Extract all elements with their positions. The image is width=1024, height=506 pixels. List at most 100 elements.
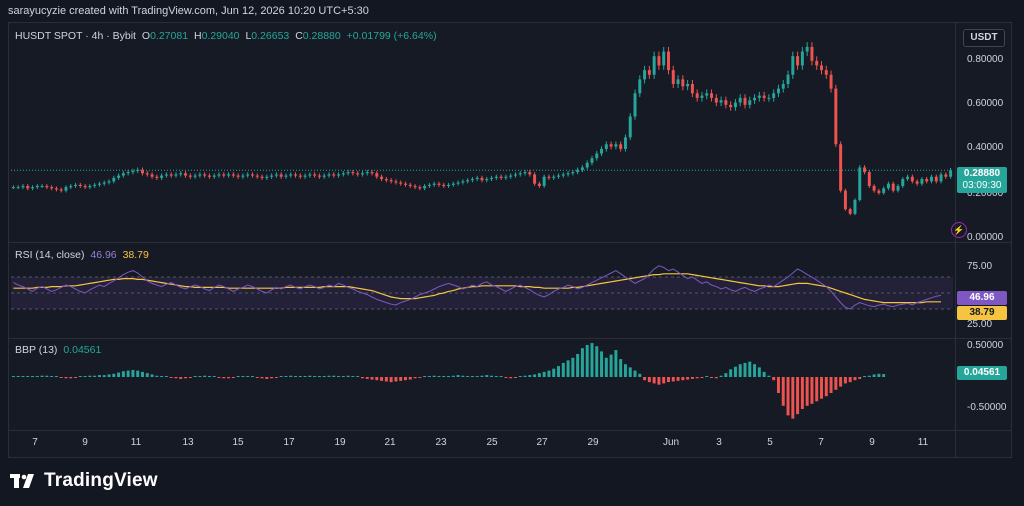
candle bbox=[246, 174, 250, 176]
time-tick: 11 bbox=[917, 437, 929, 448]
bbp-bar bbox=[805, 377, 809, 406]
candle bbox=[54, 188, 58, 190]
candle bbox=[824, 70, 828, 75]
bbp-bar bbox=[753, 364, 757, 377]
candle bbox=[561, 174, 565, 176]
candle bbox=[64, 187, 68, 191]
bbp-bar bbox=[791, 377, 795, 419]
candle bbox=[250, 174, 254, 176]
bbp-bar bbox=[298, 376, 302, 377]
candle bbox=[886, 183, 890, 189]
candle bbox=[738, 97, 742, 103]
bbp-bar bbox=[867, 375, 871, 377]
candle bbox=[160, 175, 164, 178]
bbp-bar bbox=[796, 377, 800, 415]
candle bbox=[628, 116, 632, 138]
candle bbox=[107, 181, 111, 183]
bbp-bar bbox=[843, 377, 847, 384]
bbp-bar bbox=[657, 377, 661, 385]
bbp-bar bbox=[117, 372, 121, 377]
candle bbox=[705, 93, 709, 96]
candle bbox=[906, 176, 910, 180]
candle bbox=[848, 209, 852, 214]
bbp-bar bbox=[284, 376, 288, 377]
candle bbox=[781, 84, 785, 89]
bbp-value: 0.04561 bbox=[63, 344, 102, 356]
candle bbox=[891, 183, 895, 191]
tradingview-logo[interactable]: TradingView bbox=[10, 470, 158, 492]
candle bbox=[552, 176, 556, 178]
candle bbox=[791, 56, 795, 75]
candle bbox=[657, 56, 661, 66]
candle bbox=[45, 186, 49, 188]
candle bbox=[939, 174, 943, 182]
bbp-bar bbox=[504, 377, 508, 378]
bbp-bar bbox=[437, 376, 441, 377]
bbp-bar bbox=[313, 376, 317, 377]
candle bbox=[360, 173, 364, 175]
symbol-title[interactable]: HUSDT SPOT · 4h · Bybit bbox=[15, 30, 136, 42]
bbp-bar bbox=[164, 376, 168, 377]
candle bbox=[762, 95, 766, 98]
candle bbox=[88, 186, 92, 188]
bbp-bar bbox=[757, 367, 761, 377]
candle bbox=[466, 180, 470, 182]
chart-frame[interactable]: HUSDT SPOT · 4h · Bybit O0.27081 H0.2904… bbox=[8, 22, 1012, 458]
bbp-bar bbox=[542, 371, 546, 377]
candle bbox=[733, 102, 737, 108]
bbp-bar bbox=[690, 377, 694, 379]
bbp-bar bbox=[35, 376, 39, 377]
candle bbox=[370, 172, 374, 174]
candle bbox=[164, 174, 168, 176]
bbp-bar bbox=[231, 377, 235, 378]
candle bbox=[375, 173, 379, 177]
candle bbox=[872, 186, 876, 191]
time-tick: 7 bbox=[32, 437, 38, 448]
rsi-title[interactable]: RSI (14, close) bbox=[15, 249, 85, 261]
bbp-bar bbox=[169, 377, 173, 378]
bbp-bar bbox=[31, 376, 35, 377]
bbp-bar bbox=[136, 370, 140, 377]
bbp-bar bbox=[212, 376, 216, 377]
bbp-bar bbox=[576, 353, 580, 377]
candle bbox=[380, 176, 384, 180]
candle bbox=[74, 184, 78, 186]
bbp-bar bbox=[533, 374, 537, 377]
bbp-bar bbox=[227, 377, 231, 379]
time-tick: 9 bbox=[82, 437, 88, 448]
bbp-title[interactable]: BBP (13) bbox=[15, 344, 58, 356]
bbp-bar bbox=[427, 376, 431, 377]
candle bbox=[867, 172, 871, 186]
tradingview-brand: TradingView bbox=[44, 470, 158, 491]
candle bbox=[112, 177, 116, 182]
candle bbox=[571, 172, 575, 174]
candle bbox=[294, 174, 297, 176]
rsi-line bbox=[13, 265, 942, 310]
bbp-bar bbox=[824, 377, 828, 397]
lightning-icon[interactable]: ⚡ bbox=[951, 222, 967, 238]
chart-plot[interactable] bbox=[9, 23, 1011, 457]
bbp-legend: BBP (13) 0.04561 bbox=[15, 344, 104, 356]
candle bbox=[274, 174, 278, 176]
currency-button[interactable]: USDT bbox=[963, 29, 1005, 47]
candle bbox=[925, 179, 929, 182]
bbp-bar bbox=[714, 377, 718, 379]
bbp-bar bbox=[69, 377, 73, 379]
bbp-bar bbox=[131, 369, 135, 377]
candle bbox=[796, 56, 800, 66]
bbp-bar bbox=[83, 376, 87, 377]
bbp-bar bbox=[370, 377, 374, 380]
bbp-bar bbox=[662, 377, 666, 384]
candle bbox=[576, 169, 580, 173]
bbp-bar bbox=[93, 375, 97, 377]
candle bbox=[882, 188, 886, 193]
candle bbox=[743, 97, 747, 105]
candle bbox=[174, 174, 178, 176]
bbp-bar bbox=[317, 376, 321, 377]
bbp-bar bbox=[150, 374, 154, 377]
bbp-bar bbox=[380, 377, 384, 381]
bbp-bar bbox=[820, 377, 823, 399]
candle bbox=[676, 79, 680, 84]
candle bbox=[729, 104, 733, 108]
time-tick: 9 bbox=[869, 437, 875, 448]
